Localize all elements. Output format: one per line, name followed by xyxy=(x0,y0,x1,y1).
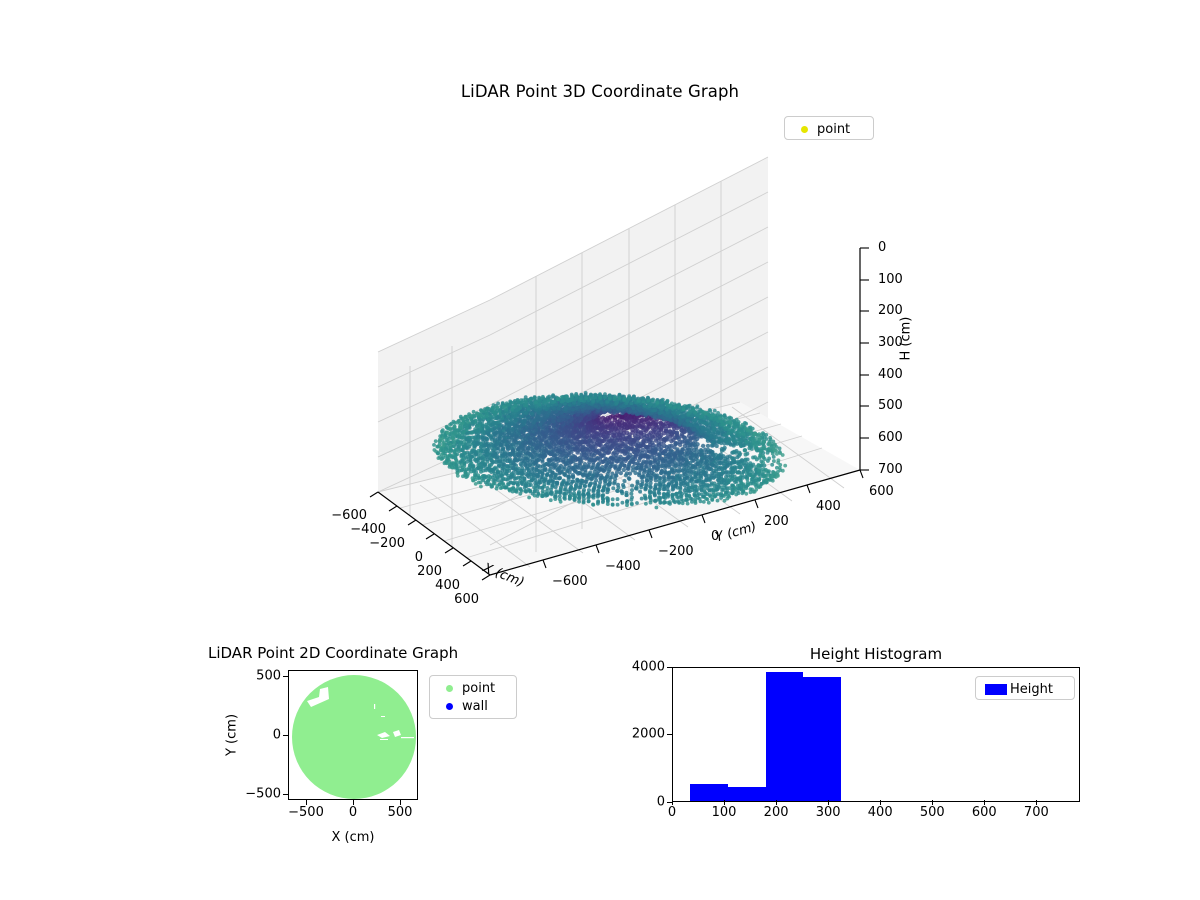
histogram-bar xyxy=(765,672,804,801)
tick-z-3: 300 xyxy=(878,335,903,350)
tick-z-5: 500 xyxy=(878,398,903,413)
tick-x-2: −200 xyxy=(369,536,405,551)
tick-y-2: −200 xyxy=(658,544,694,559)
tick-y-4: 200 xyxy=(764,514,789,529)
tick-x-3: 0 xyxy=(414,550,423,565)
legend-item-wall: wall xyxy=(436,697,510,715)
tick-mark-hist-x-700 xyxy=(1036,800,1038,805)
tick-z-4: 400 xyxy=(878,367,903,382)
tick-hist-y-2000: 2000 xyxy=(631,726,665,742)
legend-3d[interactable]: point xyxy=(784,116,874,140)
legend-item-point: point xyxy=(791,120,867,138)
tick-x-0: −600 xyxy=(331,508,367,523)
tick-mark-hist-y1 xyxy=(667,734,672,736)
tick-x-4: 200 xyxy=(417,564,442,579)
tick-hist-y-0: 0 xyxy=(656,794,665,810)
tick-hist-x-200: 200 xyxy=(763,805,789,820)
legend-item-height: Height xyxy=(982,680,1068,698)
grid-back-pane xyxy=(489,156,769,552)
tick-z-1: 100 xyxy=(878,272,903,287)
tick-hist-x-400: 400 xyxy=(867,805,893,820)
axes-2d[interactable] xyxy=(288,670,418,800)
tick-y-3: 0 xyxy=(711,529,720,544)
panel-hist-title: Height Histogram xyxy=(809,645,943,663)
scatter-2d-points xyxy=(292,675,416,799)
axes-3d[interactable]: −600 −400 −200 0 200 400 600 X (cm) −600… xyxy=(300,140,920,620)
tick-hist-x-100: 100 xyxy=(711,805,737,820)
tick-y-6: 600 xyxy=(869,484,894,499)
legend-histogram[interactable]: Height xyxy=(975,676,1075,700)
tick-mark-hist-x-600 xyxy=(984,800,986,805)
tick-mark-2d-y0 xyxy=(283,676,288,678)
histogram-bar xyxy=(727,787,766,801)
tick-x-5: 400 xyxy=(435,578,460,593)
height-patch-icon xyxy=(982,683,1010,695)
tick-x-1: −400 xyxy=(350,522,386,537)
tick-mark-hist-x-500 xyxy=(932,800,934,805)
tick-2d-y-m500: −500 xyxy=(245,786,281,802)
tick-mark-2d-y1 xyxy=(283,735,288,737)
tick-mark-2d-x2 xyxy=(400,800,402,805)
tick-z-6: 600 xyxy=(878,430,903,445)
tick-hist-x-700: 700 xyxy=(1023,805,1049,820)
tick-z-0: 0 xyxy=(878,240,887,255)
point-marker-icon xyxy=(791,125,817,133)
legend-label-wall: wall xyxy=(462,698,488,714)
tick-y-1: −400 xyxy=(605,559,641,574)
tick-x-6: 600 xyxy=(454,592,479,607)
tick-mark-2d-y2 xyxy=(283,794,288,796)
tick-hist-x-0: 0 xyxy=(667,805,677,820)
axes-3d-panes xyxy=(378,157,860,575)
axis-label-z: H (cm) xyxy=(898,316,914,361)
tick-mark-hist-y2 xyxy=(667,667,672,669)
tick-mark-hist-x-0 xyxy=(672,800,674,805)
tick-y-5: 400 xyxy=(816,499,841,514)
panel-2d-title: LiDAR Point 2D Coordinate Graph xyxy=(208,644,459,662)
tick-mark-2d-x1 xyxy=(353,800,355,805)
tick-2d-x-m500: −500 xyxy=(288,805,324,820)
tick-mark-hist-x-200 xyxy=(776,800,778,805)
tick-2d-y-0: 0 xyxy=(272,727,281,743)
tick-mark-hist-y0 xyxy=(667,802,672,804)
tick-2d-x-0: 0 xyxy=(348,805,358,820)
tick-mark-2d-x0 xyxy=(306,800,308,805)
tick-z-7: 700 xyxy=(878,462,903,477)
legend-item-point: point xyxy=(436,679,510,697)
tick-hist-x-500: 500 xyxy=(919,805,945,820)
wall-marker-icon xyxy=(436,702,462,710)
tick-mark-hist-x-300 xyxy=(828,800,830,805)
tick-2d-y-500: 500 xyxy=(256,668,281,684)
legend-label-height: Height xyxy=(1010,681,1053,697)
legend-2d[interactable]: point wall xyxy=(429,675,517,719)
axes-3d-ticks xyxy=(369,247,869,581)
axis-label-2d-x: X (cm) xyxy=(331,830,375,845)
axes-histogram[interactable] xyxy=(672,667,1080,802)
point-cloud-3d xyxy=(432,391,788,510)
axes-3d-canvas xyxy=(369,156,869,581)
tick-mark-hist-x-400 xyxy=(880,800,882,805)
histogram-bar xyxy=(689,784,728,801)
tick-hist-x-600: 600 xyxy=(971,805,997,820)
tick-hist-y-4000: 4000 xyxy=(631,659,665,675)
tick-2d-x-500: 500 xyxy=(387,805,413,820)
tick-hist-x-300: 300 xyxy=(815,805,841,820)
point-marker-icon xyxy=(436,684,462,692)
legend-label-point: point xyxy=(462,680,496,696)
tick-mark-hist-x-100 xyxy=(724,800,726,805)
panel-3d-title: LiDAR Point 3D Coordinate Graph xyxy=(460,82,740,101)
tick-z-2: 200 xyxy=(878,303,903,318)
histogram-bar xyxy=(803,677,842,801)
axes-2d-canvas xyxy=(292,675,416,799)
tick-y-0: −600 xyxy=(552,574,588,589)
axis-label-2d-y: Y (cm) xyxy=(224,713,240,757)
legend-label-point: point xyxy=(817,121,851,137)
